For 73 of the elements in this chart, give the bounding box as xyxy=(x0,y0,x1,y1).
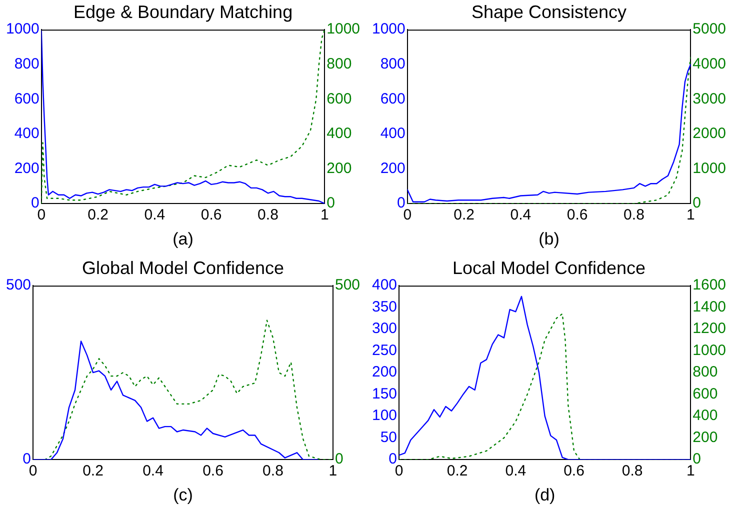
y2-tick-label: 600 xyxy=(326,90,352,108)
y2-tick-label: 400 xyxy=(326,125,352,142)
y-tick-label: 200 xyxy=(372,364,398,381)
x-tick-label: 0.6 xyxy=(564,462,584,480)
y-tick-label: 1000 xyxy=(372,20,406,38)
y2-tick-label: 4000 xyxy=(692,56,726,73)
x-tick-label: 0.6 xyxy=(202,462,224,480)
y2-tick-label: 800 xyxy=(692,364,718,381)
y-tick-label: 400 xyxy=(380,125,406,142)
y-tick-label: 800 xyxy=(14,56,40,73)
x-tick-label: 0.4 xyxy=(510,206,532,224)
y2-tick-label: 0 xyxy=(692,194,701,212)
y2-tick-label: 0 xyxy=(326,194,335,212)
chart-title: Edge & Boundary Matching xyxy=(73,2,293,22)
y-tick-label: 150 xyxy=(372,385,398,402)
x-axis-title: (d) xyxy=(534,485,556,504)
x-tick-label: 1 xyxy=(686,206,695,224)
y2-tick-label: 0 xyxy=(334,450,344,468)
y-tick-label: 600 xyxy=(380,90,406,108)
chart-title: Shape Consistency xyxy=(471,2,627,22)
y2-tick-label: 1000 xyxy=(692,342,726,359)
x-axis-title: (a) xyxy=(172,229,194,248)
line-series xyxy=(44,320,333,460)
y2-tick-label: 1000 xyxy=(326,20,360,38)
x-axis-title: (b) xyxy=(538,229,560,248)
x-tick-label: 0.4 xyxy=(505,462,526,480)
x-tick-label: 0.4 xyxy=(142,462,164,480)
y-tick-label: 400 xyxy=(372,276,398,294)
y2-tick-label: 1600 xyxy=(692,276,726,294)
x-tick-label: 1 xyxy=(686,462,695,480)
y-tick-label: 350 xyxy=(372,298,398,316)
y2-tick-label: 600 xyxy=(692,385,718,402)
x-tick-label: 0.8 xyxy=(262,462,284,480)
y2-tick-label: 200 xyxy=(326,160,352,177)
y-tick-label: 600 xyxy=(14,90,40,108)
y2-tick-label: 1000 xyxy=(692,160,726,177)
y-tick-label: 200 xyxy=(380,160,406,177)
x-tick-label: 0.6 xyxy=(200,206,222,224)
y-tick-label: 800 xyxy=(380,56,406,73)
y2-tick-label: 800 xyxy=(326,56,352,73)
y-tick-label: 400 xyxy=(14,125,40,142)
y-tick-label: 50 xyxy=(380,428,398,446)
y2-tick-label: 400 xyxy=(692,407,718,424)
chart-title: Global Model Confidence xyxy=(82,258,284,278)
x-tick-label: 0.2 xyxy=(446,462,468,480)
y2-tick-label: 5000 xyxy=(692,20,726,38)
x-axis-title: (c) xyxy=(173,485,193,504)
x-tick-label: 1 xyxy=(328,462,338,480)
y-tick-label: 1000 xyxy=(6,20,40,38)
y2-tick-label: 1400 xyxy=(692,298,726,316)
y2-tick-label: 200 xyxy=(692,428,718,446)
y2-tick-label: 500 xyxy=(334,276,360,294)
x-tick-label: 0.2 xyxy=(454,206,474,224)
x-tick-label: 0.4 xyxy=(144,206,166,224)
x-tick-label: 0.2 xyxy=(88,206,108,224)
y-tick-label: 200 xyxy=(14,160,40,177)
y-tick-label: 300 xyxy=(372,320,398,338)
y-tick-label: 0 xyxy=(397,194,406,212)
y-tick-label: 100 xyxy=(372,407,398,424)
y-tick-label: 0 xyxy=(31,194,40,212)
x-tick-label: 0.8 xyxy=(258,206,278,224)
y2-tick-label: 1200 xyxy=(692,320,726,338)
y2-tick-label: 0 xyxy=(692,450,701,468)
y2-tick-label: 3000 xyxy=(692,90,726,108)
x-tick-label: 1 xyxy=(320,206,329,224)
chart-title: Local Model Confidence xyxy=(452,258,646,278)
y-tick-label: 250 xyxy=(372,342,398,359)
y-tick-label: 500 xyxy=(6,276,32,294)
x-tick-label: 0.8 xyxy=(624,206,644,224)
x-tick-label: 0.6 xyxy=(566,206,588,224)
y2-tick-label: 2000 xyxy=(692,125,726,142)
x-tick-label: 0.8 xyxy=(622,462,643,480)
x-tick-label: 0.2 xyxy=(82,462,104,480)
